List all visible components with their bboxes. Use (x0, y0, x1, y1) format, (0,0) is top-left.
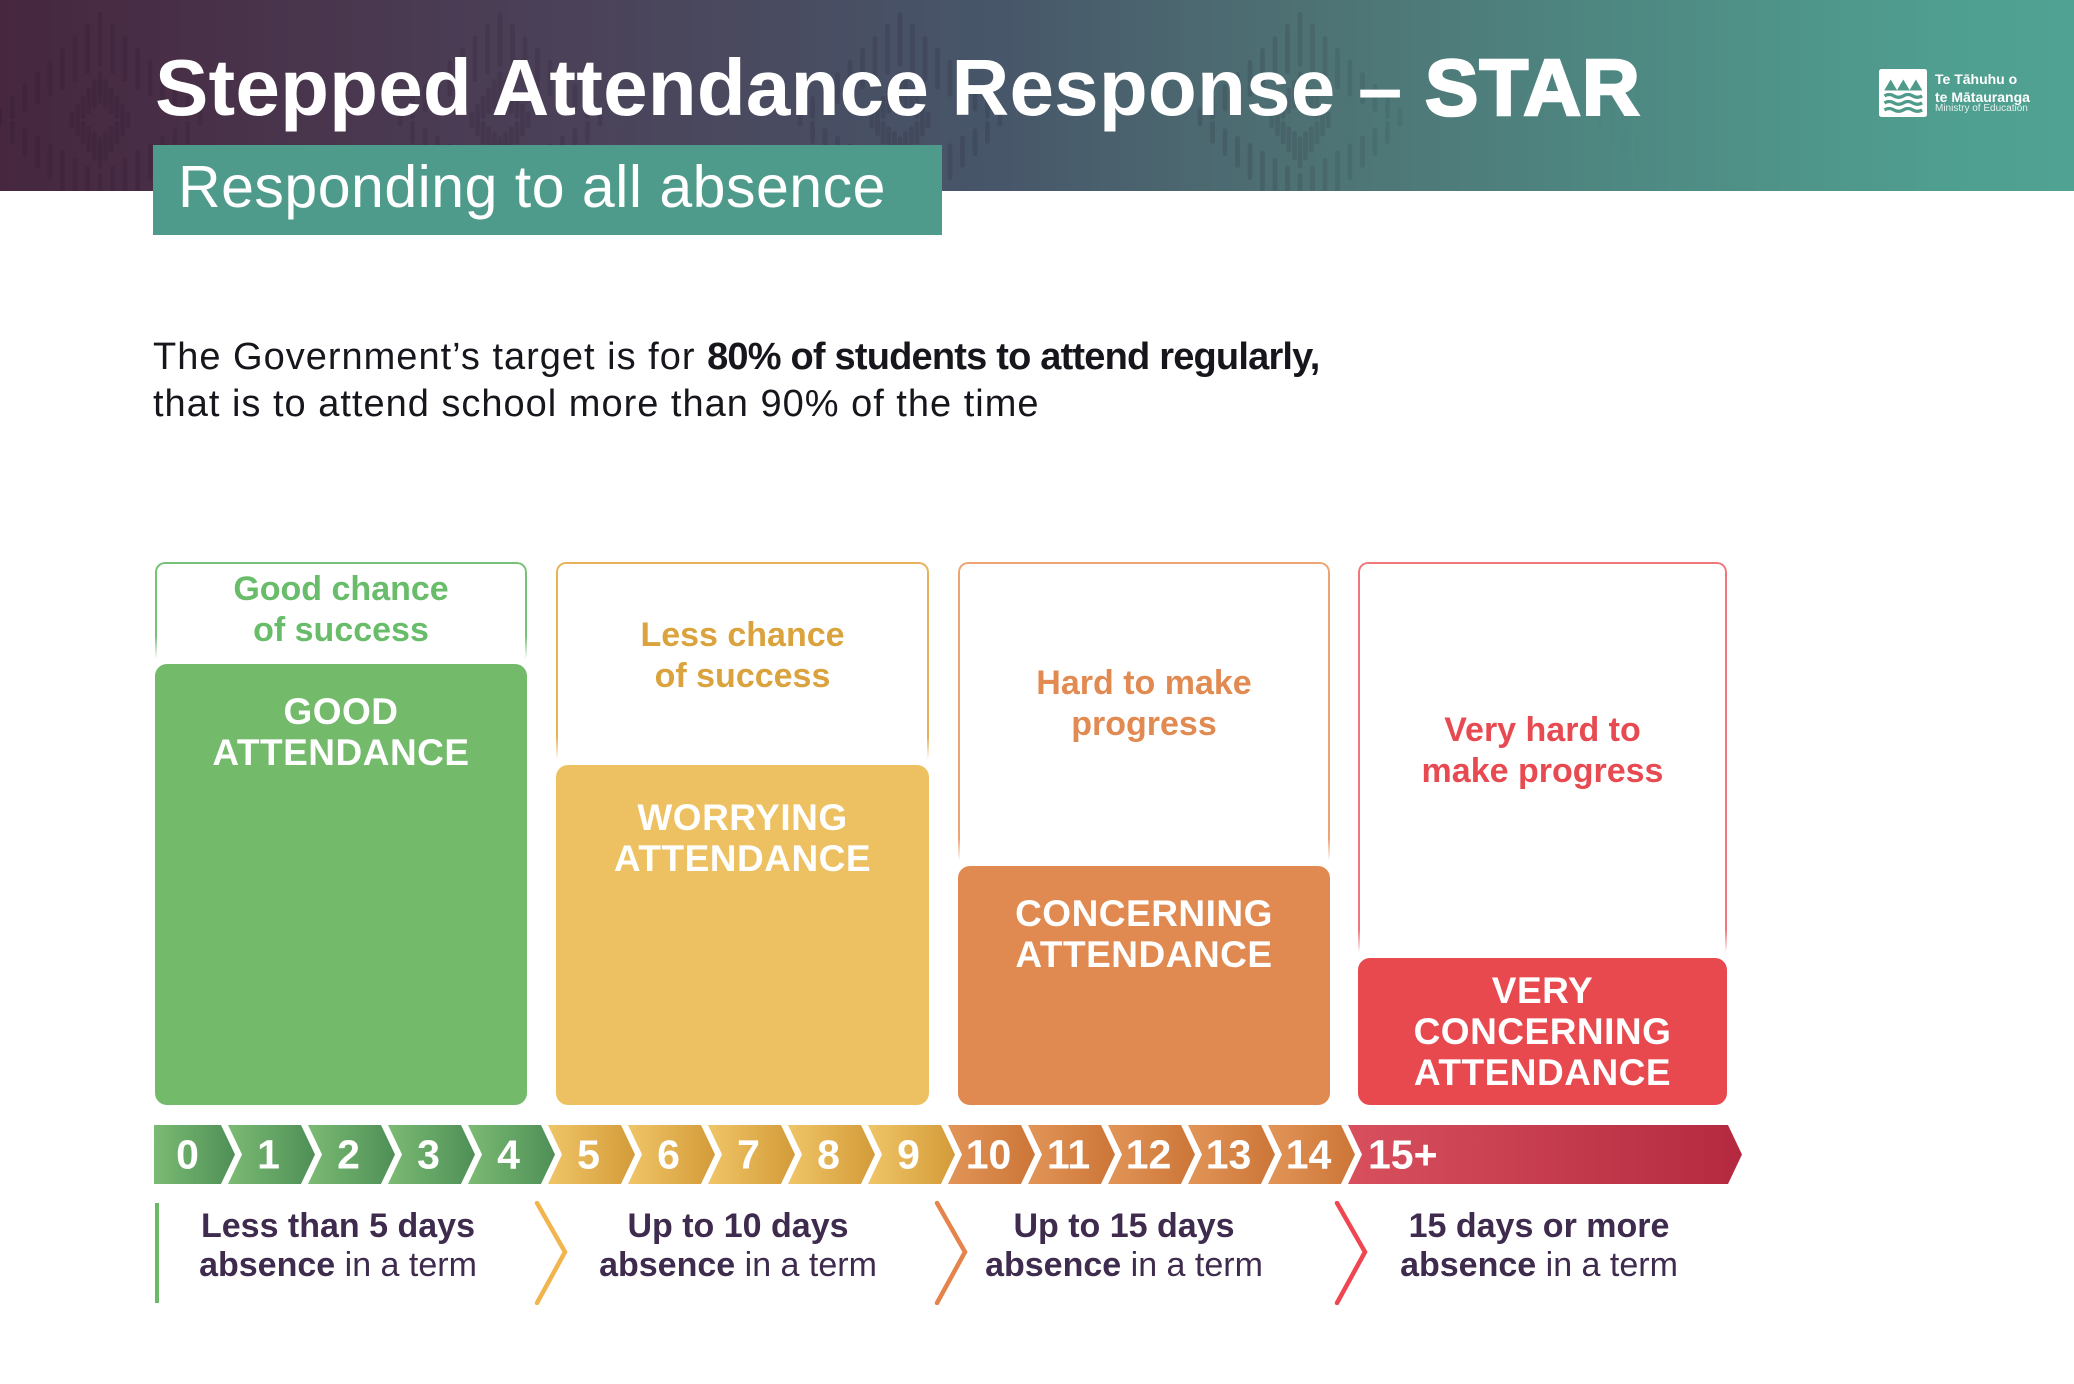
svg-text:5: 5 (577, 1132, 600, 1178)
svg-text:2: 2 (337, 1132, 360, 1178)
svg-text:7: 7 (737, 1132, 760, 1178)
svg-text:3: 3 (417, 1132, 440, 1178)
svg-text:14: 14 (1286, 1132, 1332, 1178)
svg-text:15+: 15+ (1368, 1132, 1438, 1178)
svg-text:10: 10 (966, 1132, 1012, 1178)
svg-text:12: 12 (1126, 1132, 1172, 1178)
svg-text:6: 6 (657, 1132, 680, 1178)
svg-text:13: 13 (1206, 1132, 1252, 1178)
svg-text:1: 1 (257, 1132, 280, 1178)
svg-text:8: 8 (817, 1132, 840, 1178)
svg-text:4: 4 (497, 1132, 520, 1178)
svg-text:11: 11 (1047, 1132, 1090, 1178)
svg-text:0: 0 (176, 1132, 199, 1178)
svg-text:9: 9 (897, 1132, 920, 1178)
